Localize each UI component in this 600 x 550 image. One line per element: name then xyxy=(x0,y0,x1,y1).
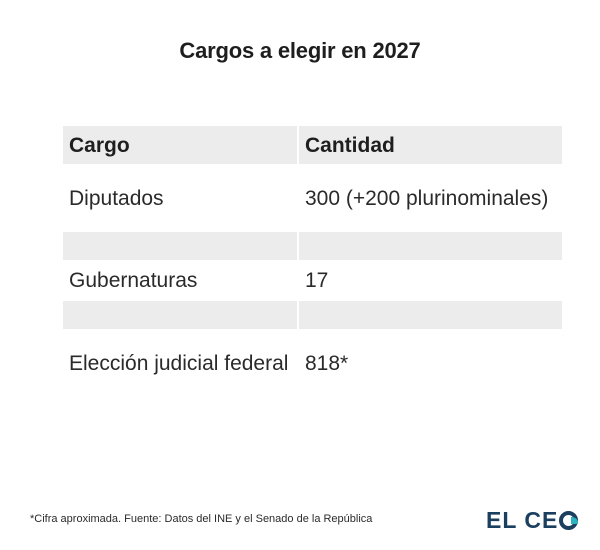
table-cell-cargo: Elección judicial federal xyxy=(69,351,289,375)
table-header-row: Cargo Cantidad xyxy=(63,126,562,164)
table-cell-cargo xyxy=(63,232,297,260)
logo-o-mark xyxy=(559,511,579,530)
logo-text: EL CE xyxy=(486,507,559,533)
table-cell-cargo xyxy=(63,301,297,329)
table-row: Diputados 300 (+200 plurinominales) xyxy=(63,164,562,232)
footnote-source: *Cifra aproximada. Fuente: Datos del INE… xyxy=(30,513,373,525)
table-row xyxy=(63,232,562,260)
table-cell-cantidad: 17 xyxy=(305,269,329,292)
table-cell-cantidad xyxy=(299,301,562,329)
column-header-cargo: Cargo xyxy=(63,126,297,164)
table-cell-cargo: Diputados xyxy=(69,186,164,210)
table-row xyxy=(63,301,562,329)
table-cell-cargo: Gubernaturas xyxy=(69,269,198,292)
table-cell-cantidad: 818* xyxy=(305,351,349,375)
data-table: Cargo Cantidad Diputados 300 (+200 pluri… xyxy=(61,126,564,397)
column-header-cantidad: Cantidad xyxy=(299,126,562,164)
table-row: Gubernaturas 17 xyxy=(63,260,562,301)
chart-title: Cargos a elegir en 2027 xyxy=(179,38,421,63)
brand-logo: EL CE xyxy=(486,507,579,534)
table-cell-cantidad: 300 (+200 plurinominales) xyxy=(305,186,549,210)
table-row: Elección judicial federal 818* xyxy=(63,329,562,397)
table-cell-cantidad xyxy=(299,232,562,260)
